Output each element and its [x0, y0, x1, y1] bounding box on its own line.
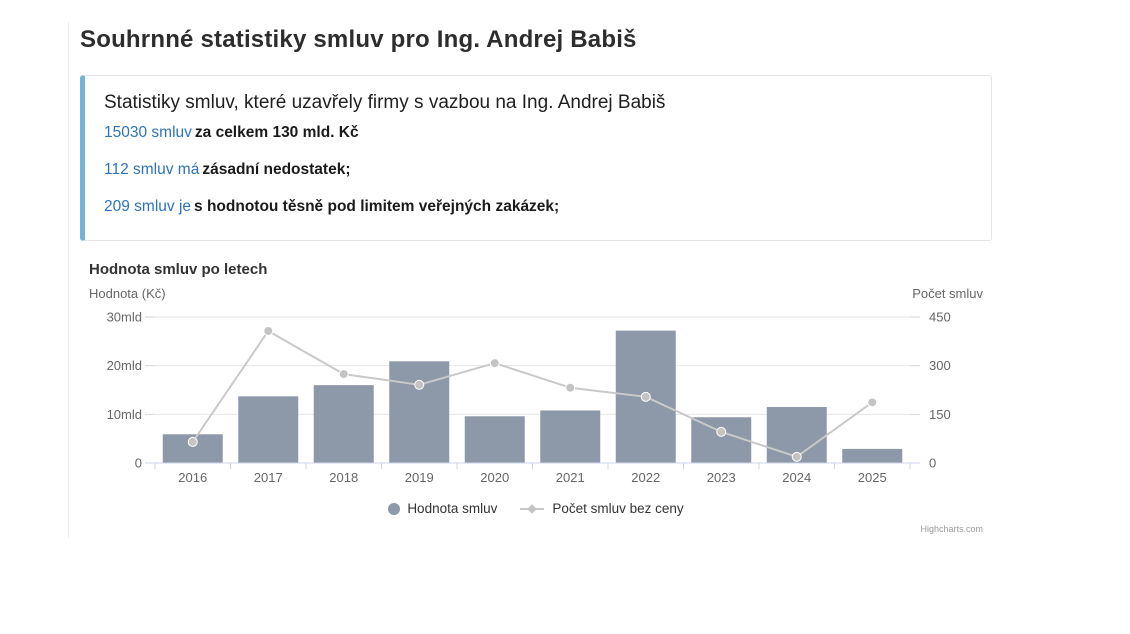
infobox-line-limit: 209 smluv je s hodnotou těsně pod limitem…	[104, 198, 967, 216]
x-axis-label-2018: 2018	[329, 470, 358, 485]
x-axis-label-2021: 2021	[556, 470, 585, 485]
limit-contracts-link[interactable]: 209 smluv je	[104, 198, 192, 215]
bar-2021[interactable]	[540, 410, 601, 463]
legend-label: Počet smluv bez ceny	[552, 501, 684, 516]
bar-2025[interactable]	[842, 448, 903, 463]
left-axis-tick-label: 10mld	[107, 407, 142, 422]
line-point-2017[interactable]	[263, 325, 274, 336]
legend-label: Hodnota smluv	[407, 501, 498, 516]
x-axis-label-2020: 2020	[480, 470, 509, 485]
infobox-line-limit-text: s hodnotou těsně pod limitem veřejných z…	[194, 198, 560, 215]
left-axis-tick-label: 20mld	[107, 358, 142, 373]
line-point-2019[interactable]	[414, 379, 425, 390]
left-axis-tick-label: 0	[135, 456, 142, 471]
x-axis-label-2017: 2017	[254, 470, 283, 485]
chart-section: Hodnota smluv po letech 30mld 450 20mld 300…	[89, 261, 983, 541]
bar-2018[interactable]	[313, 385, 374, 463]
page-title: Souhrnné statistiky smluv pro Ing. Andre…	[80, 26, 637, 53]
line-point-2025[interactable]	[867, 397, 878, 408]
legend-line-marker-icon	[520, 503, 545, 514]
x-axis-label-2019: 2019	[405, 470, 434, 485]
legend-item-bar[interactable]: Hodnota smluv	[388, 501, 497, 516]
line-point-2022[interactable]	[640, 391, 651, 402]
line-point-2016[interactable]	[187, 436, 198, 447]
line-series	[191, 329, 873, 458]
x-axis-label-2023: 2023	[707, 470, 736, 485]
chart-title: Hodnota smluv po letech	[89, 261, 268, 278]
line-point-2024[interactable]	[791, 451, 802, 462]
chart-canvas: 30mld 450 20mld 300 10mld 150 0 0 Hodnota (Kč) Po…	[89, 286, 983, 485]
left-axis-tick-label: 30mld	[107, 310, 142, 325]
x-axis-label-2024: 2024	[782, 470, 811, 485]
left-axis-title: Hodnota (Kč)	[89, 286, 166, 301]
infobox-line-total-text: za celkem 130 mld. Kč	[194, 124, 359, 141]
right-axis-tick-label: 300	[929, 358, 951, 373]
right-axis-tick-label: 450	[929, 310, 951, 325]
right-axis-title: Počet smluv	[912, 286, 983, 301]
highcharts-credits[interactable]: Highcharts.com	[920, 524, 983, 534]
bar-2020[interactable]	[464, 416, 525, 463]
line-point-2020[interactable]	[489, 358, 500, 369]
bar-2019[interactable]	[389, 361, 450, 463]
legend-bar-marker-icon	[388, 502, 401, 515]
x-axis-label-2016: 2016	[178, 470, 207, 485]
infobox-line-defects-text: zásadní nedostatek;	[202, 161, 351, 178]
line-point-2021[interactable]	[565, 382, 576, 393]
bar-2023[interactable]	[691, 417, 752, 463]
infobox-heading: Statistiky smluv, které uzavřely firmy s…	[104, 92, 666, 113]
content-left-border	[68, 22, 69, 538]
right-axis-tick-label: 0	[929, 456, 936, 471]
bar-2017[interactable]	[238, 396, 299, 463]
legend-item-line[interactable]: Počet smluv bez ceny	[519, 501, 684, 516]
defect-contracts-link[interactable]: 112 smluv má	[104, 161, 200, 178]
line-point-2018[interactable]	[338, 369, 349, 380]
x-axis-label-2025: 2025	[858, 470, 887, 485]
infobox-line-defects: 112 smluv má zásadní nedostatek;	[104, 161, 967, 179]
infobox-line-total: 15030 smluv za celkem 130 mld. Kč	[104, 124, 967, 142]
right-axis-tick-label: 150	[929, 407, 951, 422]
chart-legend: Hodnota smluv Počet smluv bez ceny	[89, 501, 983, 516]
x-axis-label-2022: 2022	[631, 470, 660, 485]
total-contracts-link[interactable]: 15030 smluv	[104, 124, 192, 141]
summary-infobox: Statistiky smluv, které uzavřely firmy s…	[80, 75, 992, 241]
line-point-2023[interactable]	[716, 426, 727, 437]
